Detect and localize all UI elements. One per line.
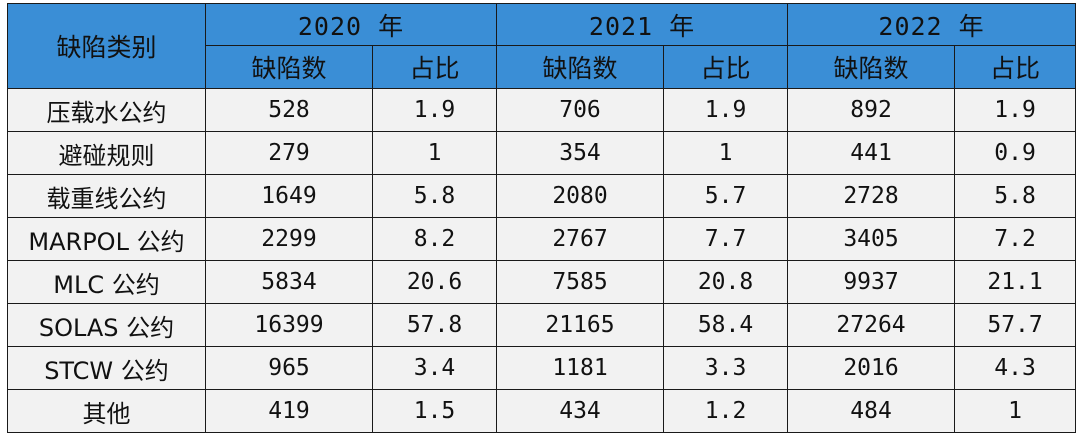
row-category: MARPOL 公约: [7, 217, 206, 261]
ratio-2020: 20.6: [371, 260, 498, 304]
count-2020: 2299: [205, 217, 373, 261]
ratio-2020: 1.9: [371, 88, 498, 132]
header-count-2022: 缺陷数: [787, 45, 956, 89]
table-row: SOLAS 公约 16399 57.8 21165 58.4 27264 57.…: [7, 303, 1077, 347]
count-2022: 892: [787, 88, 956, 132]
count-2020: 528: [205, 88, 373, 132]
table-row: 避碰规则 279 1 354 1 441 0.9: [7, 131, 1077, 175]
count-2020: 279: [205, 131, 373, 175]
count-2022: 441: [787, 131, 956, 175]
ratio-2022: 21.1: [954, 260, 1077, 304]
count-2022: 3405: [787, 217, 956, 261]
count-2020: 419: [205, 389, 373, 433]
ratio-2021: 1: [663, 131, 789, 175]
ratio-2022: 57.7: [954, 303, 1077, 347]
header-ratio-2022: 占比: [954, 45, 1077, 89]
table-row: 载重线公约 1649 5.8 2080 5.7 2728 5.8: [7, 174, 1077, 218]
header-year-2020: 2020 年: [204, 3, 498, 46]
ratio-2021: 3.3: [663, 346, 789, 390]
ratio-2022: 4.3: [954, 346, 1077, 390]
ratio-2020: 5.8: [371, 174, 498, 218]
ratio-2020: 8.2: [371, 217, 498, 261]
count-2021: 434: [496, 389, 665, 433]
ratio-2021: 7.7: [663, 217, 789, 261]
header-count-2020: 缺陷数: [205, 45, 373, 89]
ratio-2021: 58.4: [663, 303, 789, 347]
ratio-2022: 0.9: [954, 131, 1077, 175]
count-2021: 706: [496, 88, 665, 132]
table-row: 其他 419 1.5 434 1.2 484 1: [7, 389, 1077, 433]
ratio-2021: 20.8: [663, 260, 789, 304]
count-2021: 1181: [496, 346, 665, 390]
row-category: 其他: [7, 389, 206, 433]
ratio-2020: 3.4: [371, 346, 498, 390]
count-2020: 5834: [205, 260, 373, 304]
ratio-2020: 1: [371, 131, 498, 175]
defect-table-container: 缺陷类别 2020 年 2021 年 2022 年 缺陷数 占比 缺陷数 占比 …: [7, 3, 1077, 433]
row-category: SOLAS 公约: [7, 303, 206, 347]
count-2021: 7585: [496, 260, 665, 304]
count-2022: 484: [787, 389, 956, 433]
count-2022: 27264: [787, 303, 956, 347]
header-ratio-2021: 占比: [663, 45, 789, 89]
header-count-2021: 缺陷数: [496, 45, 665, 89]
count-2022: 2016: [787, 346, 956, 390]
row-category: MLC 公约: [7, 260, 206, 304]
header-year-2022: 2022 年: [787, 3, 1077, 46]
count-2020: 16399: [205, 303, 373, 347]
table-row: MARPOL 公约 2299 8.2 2767 7.7 3405 7.2: [7, 217, 1077, 261]
row-category: STCW 公约: [7, 346, 206, 390]
count-2021: 2080: [496, 174, 665, 218]
count-2020: 965: [205, 346, 373, 390]
header-row-subcolumns: 缺陷数 占比 缺陷数 占比 缺陷数 占比: [8, 45, 1077, 89]
ratio-2022: 1.9: [954, 88, 1077, 132]
ratio-2020: 57.8: [371, 303, 498, 347]
count-2021: 2767: [496, 217, 665, 261]
count-2021: 354: [496, 131, 665, 175]
ratio-2020: 1.5: [371, 389, 498, 433]
ratio-2021: 5.7: [663, 174, 789, 218]
ratio-2022: 7.2: [954, 217, 1077, 261]
table-row: MLC 公约 5834 20.6 7585 20.8 9937 21.1: [7, 260, 1077, 304]
header-row-years: 缺陷类别 2020 年 2021 年 2022 年: [7, 3, 1077, 89]
row-category: 压载水公约: [7, 88, 206, 132]
header-year-2021: 2021 年: [496, 3, 789, 46]
header-category: 缺陷类别: [7, 3, 206, 89]
row-category: 载重线公约: [7, 174, 206, 218]
table-row: 压载水公约 528 1.9 706 1.9 892 1.9: [7, 88, 1077, 132]
row-category: 避碰规则: [7, 131, 206, 175]
defect-statistics-table: 缺陷类别 2020 年 2021 年 2022 年 缺陷数 占比 缺陷数 占比 …: [7, 3, 1077, 433]
ratio-2022: 5.8: [954, 174, 1077, 218]
ratio-2021: 1.2: [663, 389, 789, 433]
ratio-2021: 1.9: [663, 88, 789, 132]
ratio-2022: 1: [954, 389, 1077, 433]
table-row: STCW 公约 965 3.4 1181 3.3 2016 4.3: [7, 346, 1077, 390]
count-2020: 1649: [205, 174, 373, 218]
header-ratio-2020: 占比: [371, 45, 498, 89]
count-2022: 2728: [787, 174, 956, 218]
count-2022: 9937: [787, 260, 956, 304]
count-2021: 21165: [496, 303, 665, 347]
